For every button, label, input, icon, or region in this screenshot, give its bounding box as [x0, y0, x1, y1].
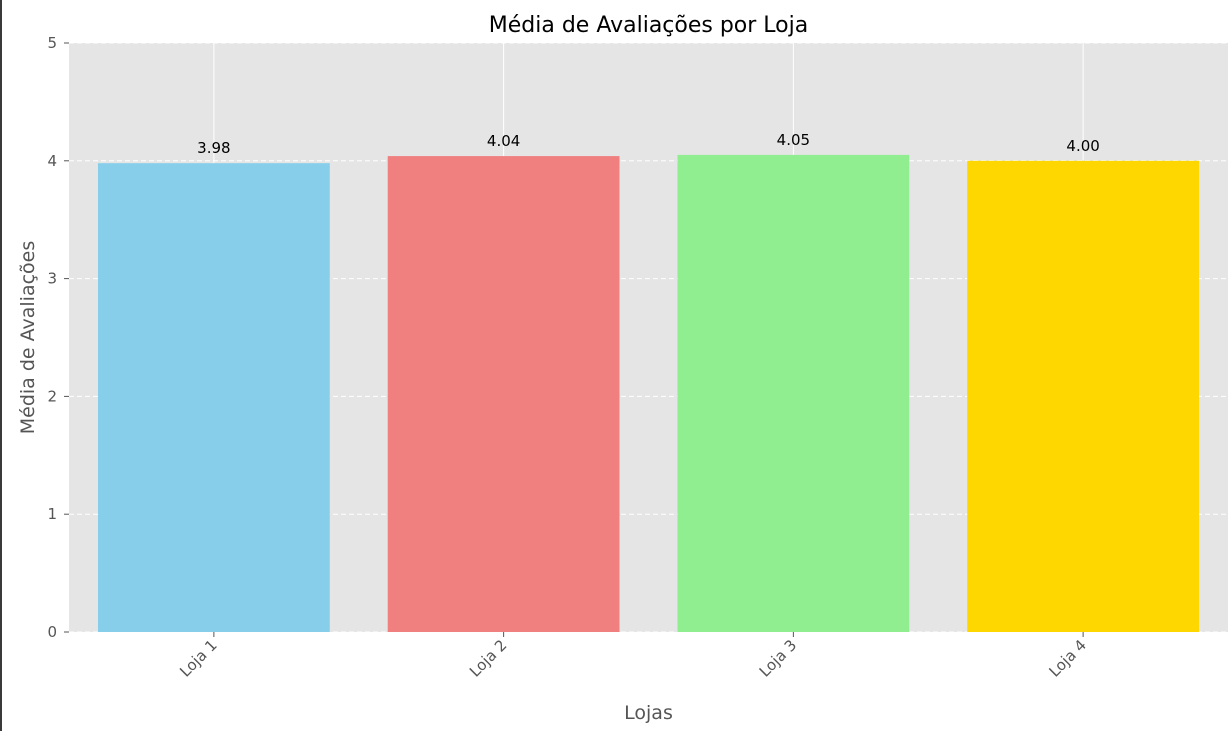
y-tick-label: 3 [47, 270, 57, 288]
y-axis-ticks: 0 1 2 3 4 5 [47, 34, 69, 641]
value-labels: 3.98 4.04 4.05 4.00 [197, 131, 1100, 157]
x-axis-label: Lojas [624, 702, 673, 724]
x-tick-label-1: Loja 1 [176, 636, 221, 681]
value-label-1: 3.98 [197, 139, 230, 157]
bars [97, 154, 1200, 633]
value-label-4: 4.00 [1066, 137, 1099, 155]
bar-4 [967, 160, 1200, 633]
value-label-2: 4.04 [487, 132, 520, 150]
y-tick-label: 1 [47, 505, 57, 523]
bar-3 [677, 154, 910, 632]
bar-2 [387, 156, 620, 632]
x-tick-label-2: Loja 2 [466, 636, 511, 681]
x-axis-ticks: Loja 1 Loja 2 Loja 3 Loja 4 [176, 632, 1090, 681]
y-tick-label: 5 [47, 34, 57, 52]
y-axis-label: Média de Avaliações [17, 241, 39, 435]
y-tick-label: 0 [47, 623, 57, 641]
bar-1 [97, 163, 330, 632]
chart-title: Média de Avaliações por Loja [489, 13, 808, 38]
left-edge-rule [0, 0, 2, 731]
y-tick-label: 2 [47, 387, 57, 405]
value-label-3: 4.05 [777, 131, 810, 149]
y-tick-label: 4 [47, 152, 57, 170]
x-tick-label-4: Loja 4 [1045, 636, 1090, 681]
x-tick-label-3: Loja 3 [756, 636, 801, 681]
